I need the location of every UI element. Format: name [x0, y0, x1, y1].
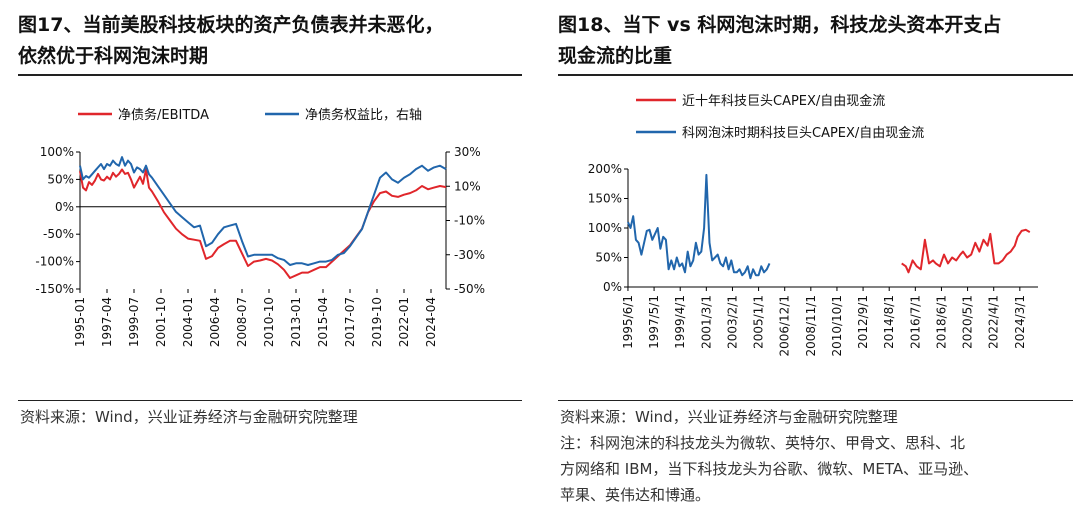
series-line-2: [901, 228, 1031, 274]
x-tick-label: 1999/4/1: [673, 295, 687, 349]
legend-label-2: 科网泡沫时期科技巨头CAPEX/自由现金流: [682, 125, 924, 141]
right-note-line2: 方网络和 IBM，当下科技龙头为谷歌、微软、META、亚马逊、: [560, 460, 979, 478]
y-right-tick-label: -10%: [454, 214, 485, 228]
right-title-line1: 图18、当下 vs 科网泡沫时期，科技龙头资本开支占: [558, 14, 1002, 36]
left-axes: 100% 50% 0% -50% -100% -150% 30% 10% -10% -30% -50…: [35, 145, 485, 347]
y-left-tick-label: 100%: [40, 145, 74, 159]
right-note-line1: 注：科网泡沫的科技龙头为微软、英特尔、甲骨文、思科、北: [560, 434, 966, 452]
x-tick-label: 2003/2/1: [725, 295, 739, 349]
left-title-rule: [18, 74, 522, 76]
y-left-tick-label: 50%: [47, 172, 74, 186]
x-tick-label: 2016/7/1: [908, 295, 922, 349]
y-tick-label: 50%: [595, 251, 622, 265]
y-tick-label: 200%: [588, 162, 622, 176]
x-tick-label: 2022/4/1: [987, 295, 1001, 349]
right-axes: 200% 150% 100% 50% 0%1995/6/1 1997/5/1 1999/4/…: [588, 162, 1038, 357]
x-tick-label: 2024-04: [424, 297, 438, 347]
x-tick-label: 2012/9/1: [856, 295, 870, 349]
x-tick-label: 1995-01: [73, 297, 87, 347]
x-tick-label: 2005/1/1: [752, 295, 766, 349]
right-source: 资料来源：Wind，兴业证券经济与金融研究院整理: [560, 408, 898, 426]
x-tick-label: 2022-01: [397, 297, 411, 347]
x-tick-label: 2013-01: [289, 297, 303, 347]
x-tick-label: 2010/10/1: [830, 295, 844, 357]
x-tick-label: 1999-07: [127, 297, 141, 347]
right-note-line3: 苹果、英伟达和博通。: [560, 486, 711, 504]
x-tick-label: 2006-04: [208, 297, 222, 347]
y-right-tick-label: -30%: [454, 248, 485, 262]
x-tick-label: 1995/6/1: [621, 295, 635, 349]
x-tick-label: 2008-07: [235, 297, 249, 347]
legend-label-1: 近十年科技巨头CAPEX/自由现金流: [682, 93, 885, 109]
y-left-tick-label: -50%: [43, 227, 74, 241]
x-tick-label: 2014/8/1: [882, 295, 896, 349]
x-tick-label: 2015-04: [316, 297, 330, 347]
x-tick-label: 2018/6/1: [934, 295, 948, 349]
x-tick-label: 2006/12/1: [778, 295, 792, 357]
right-title-rule: [558, 74, 1073, 76]
left-source-rule: [18, 400, 522, 401]
series-line-1: [79, 168, 447, 279]
y-left-tick-label: 0%: [55, 200, 74, 214]
x-tick-label: 2024/3/1: [1013, 295, 1027, 349]
y-right-tick-label: -50%: [454, 282, 485, 296]
right-title-line2: 现金流的比重: [558, 45, 673, 67]
y-right-tick-label: 30%: [454, 145, 481, 159]
right-note: 注：科网泡沫的科技龙头为微软、英特尔、甲骨文、思科、北 方网络和 IBM，当下科…: [560, 430, 1050, 508]
x-tick-label: 2019-10: [370, 297, 384, 347]
right-line-chart: 近十年科技巨头CAPEX/自由现金流科网泡沫时期科技巨头CAPEX/自由现金流 …: [588, 93, 1038, 357]
left-title-line1: 图17、当前美股科技板块的资产负债表并未恶化，: [18, 14, 444, 36]
y-left-tick-label: -100%: [35, 255, 74, 269]
x-tick-label: 2010-10: [262, 297, 276, 347]
left-title-line2: 依然优于科网泡沫时期: [18, 45, 209, 67]
y-right-tick-label: 10%: [454, 179, 481, 193]
left-line-chart: 净债务/EBITDA 净债务权益比，右轴 100% 50% 0% -50% -100% -1…: [35, 107, 485, 347]
x-tick-label: 2017-07: [343, 297, 357, 347]
right-series: [627, 173, 1031, 280]
left-series: [79, 156, 447, 279]
left-source: 资料来源：Wind，兴业证券经济与金融研究院整理: [20, 408, 358, 426]
right-figure-title: 图18、当下 vs 科网泡沫时期，科技龙头资本开支占 现金流的比重: [558, 10, 1073, 72]
left-figure: 图17、当前美股科技板块的资产负债表并未恶化， 依然优于科网泡沫时期 净债务/E…: [0, 0, 522, 519]
x-tick-label: 2001/3/1: [699, 295, 713, 349]
left-legend: 净债务/EBITDA 净债务权益比，右轴: [78, 107, 422, 123]
x-tick-label: 1997-04: [100, 297, 114, 347]
y-tick-label: 150%: [588, 192, 622, 206]
series-line-2: [79, 156, 447, 266]
right-source-rule: [558, 400, 1073, 401]
right-figure: 图18、当下 vs 科网泡沫时期，科技龙头资本开支占 现金流的比重 近十年科技巨…: [548, 0, 1080, 519]
x-tick-label: 2004-01: [181, 297, 195, 347]
legend-label-1: 净债务/EBITDA: [118, 107, 209, 123]
y-tick-label: 0%: [603, 280, 622, 294]
x-tick-label: 1997/5/1: [647, 295, 661, 349]
x-tick-label: 2020/5/1: [961, 295, 975, 349]
y-left-tick-label: -150%: [35, 282, 74, 296]
series-line-1: [627, 173, 771, 280]
x-tick-label: 2001-10: [154, 297, 168, 347]
left-figure-title: 图17、当前美股科技板块的资产负债表并未恶化， 依然优于科网泡沫时期: [18, 10, 518, 72]
x-tick-label: 2008/11/1: [804, 295, 818, 357]
legend-label-2: 净债务权益比，右轴: [305, 107, 422, 123]
y-tick-label: 100%: [588, 221, 622, 235]
